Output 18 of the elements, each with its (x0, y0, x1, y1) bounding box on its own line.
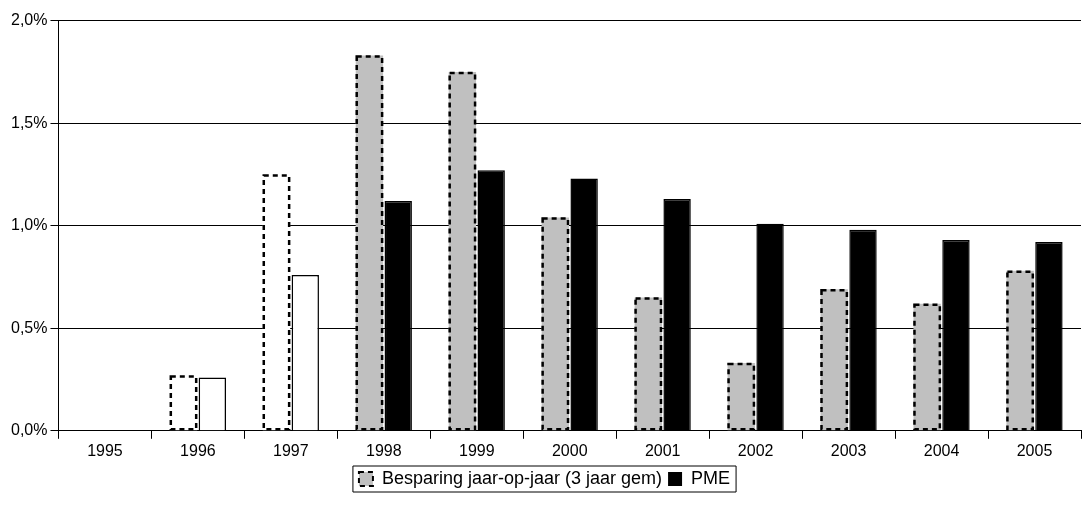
x-tick-label: 1997 (273, 441, 309, 459)
x-tick-label: 2004 (923, 441, 960, 459)
x-tick-label: 1999 (458, 441, 495, 459)
x-tick-label: 2001 (644, 441, 681, 459)
x-tick-label: 2000 (551, 441, 588, 459)
x-tick-label: 2003 (830, 441, 867, 459)
x-tick-label: 1995 (87, 441, 123, 459)
y-tick-label: 0,0% (11, 421, 48, 439)
x-tick-label: 2002 (737, 441, 774, 459)
y-tick-label: 1,5% (11, 113, 48, 131)
legend-label: PME (691, 467, 731, 488)
x-tick-label: 2005 (1016, 441, 1053, 459)
y-tick-label: 0,5% (11, 318, 48, 336)
x-tick-label: 1996 (180, 441, 216, 459)
y-tick-label: 1,0% (11, 216, 48, 234)
legend-label: Besparing jaar-op-jaar (3 jaar gem) (381, 467, 663, 488)
x-tick-label: 1998 (366, 441, 402, 459)
y-tick-label: 2,0% (11, 11, 48, 29)
